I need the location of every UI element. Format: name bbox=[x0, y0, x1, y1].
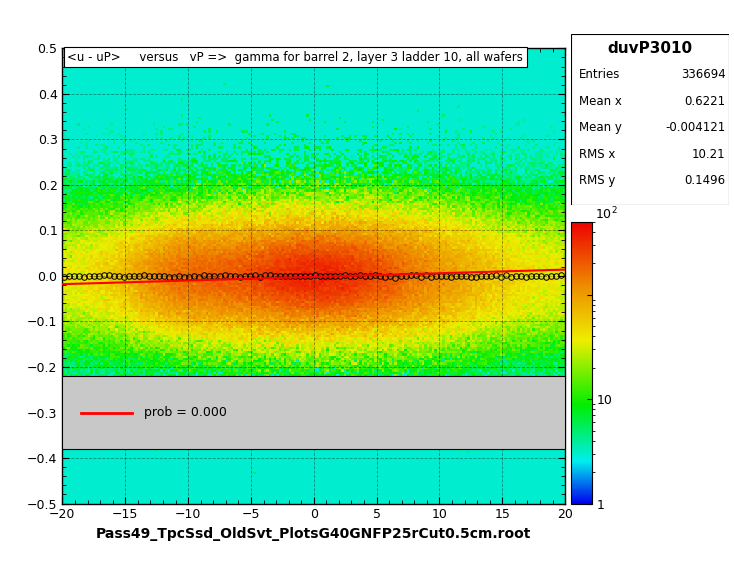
Text: Mean x: Mean x bbox=[579, 94, 622, 108]
X-axis label: Pass49_TpcSsd_OldSvt_PlotsG40GNFP25rCut0.5cm.root: Pass49_TpcSsd_OldSvt_PlotsG40GNFP25rCut0… bbox=[96, 527, 531, 541]
Text: Mean y: Mean y bbox=[579, 121, 622, 134]
Text: RMS y: RMS y bbox=[579, 174, 615, 187]
Text: RMS x: RMS x bbox=[579, 147, 615, 160]
Text: $10^2$: $10^2$ bbox=[595, 206, 617, 222]
Text: 0.6221: 0.6221 bbox=[685, 94, 726, 108]
Text: duvP3010: duvP3010 bbox=[608, 41, 692, 56]
Text: <u - uP>     versus   vP =>  gamma for barrel 2, layer 3 ladder 10, all wafers: <u - uP> versus vP => gamma for barrel 2… bbox=[68, 51, 523, 64]
Text: 10.21: 10.21 bbox=[692, 147, 726, 160]
Text: 336694: 336694 bbox=[681, 68, 726, 81]
Text: Entries: Entries bbox=[579, 68, 620, 81]
Text: 0.1496: 0.1496 bbox=[685, 174, 726, 187]
Bar bbox=[62, 376, 565, 449]
Text: prob = 0.000: prob = 0.000 bbox=[144, 406, 227, 419]
Text: -0.004121: -0.004121 bbox=[666, 121, 726, 134]
